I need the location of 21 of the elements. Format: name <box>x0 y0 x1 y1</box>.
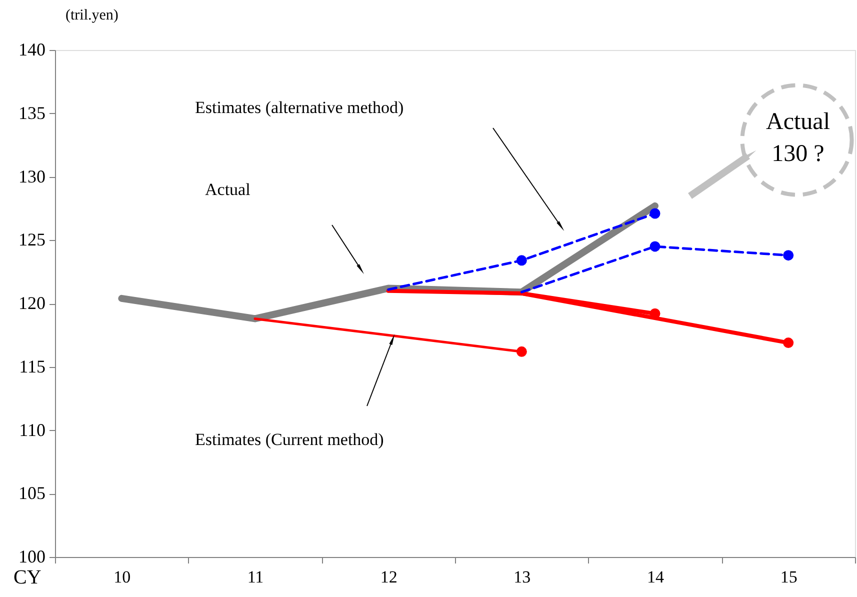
annotation: Actual <box>205 180 251 199</box>
x-tick-label: 11 <box>247 568 264 586</box>
x-tick-label: 13 <box>514 568 531 586</box>
x-tick-label: 12 <box>380 568 398 586</box>
y-tick-label: 115 <box>19 356 46 376</box>
y-tick-label: 130 <box>18 166 46 186</box>
y-tick-label: 100 <box>18 546 46 566</box>
y-axis-title: (tril.yen) <box>66 8 118 24</box>
y-tick-label: 135 <box>18 102 46 123</box>
x-tick-label: 14 <box>647 568 664 586</box>
y-tick-label: 140 <box>18 40 46 60</box>
x-tick-label: 15 <box>780 568 798 586</box>
y-tick-label: 125 <box>18 230 46 250</box>
x-axis-title: CY <box>14 566 42 588</box>
annotation: Estimates (alternative method) <box>195 98 404 117</box>
y-tick-label: 120 <box>18 293 46 313</box>
y-tick-label: 110 <box>19 420 46 440</box>
annotation: Actual 130 ? <box>766 109 830 167</box>
annotation: Estimates (Current method) <box>195 430 384 449</box>
x-tick-label: 10 <box>114 568 131 586</box>
y-tick-label: 105 <box>18 483 46 504</box>
